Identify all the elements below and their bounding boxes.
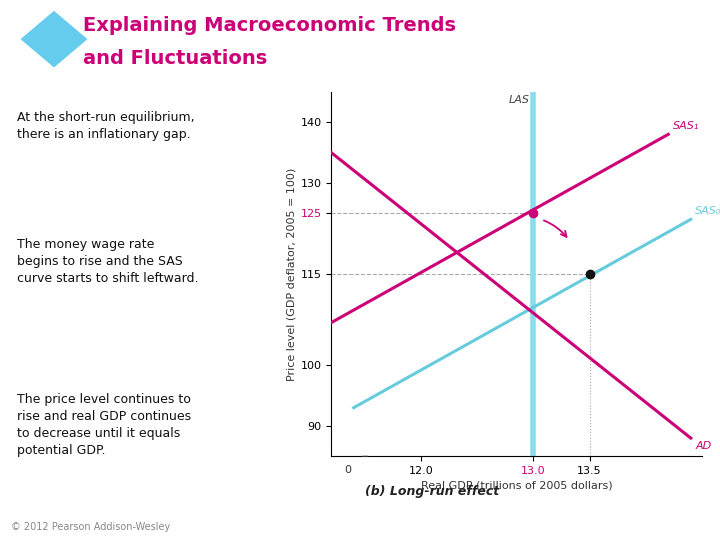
Text: © 2012 Pearson Addison-Wesley: © 2012 Pearson Addison-Wesley — [11, 522, 170, 532]
Text: LAS: LAS — [509, 95, 530, 105]
Text: Explaining Macroeconomic Trends: Explaining Macroeconomic Trends — [83, 16, 456, 35]
Text: At the short-run equilibrium,
there is an inflationary gap.: At the short-run equilibrium, there is a… — [17, 111, 194, 141]
Text: SAS₀: SAS₀ — [696, 206, 720, 217]
FancyBboxPatch shape — [667, 12, 683, 63]
FancyBboxPatch shape — [649, 30, 701, 45]
Text: and Fluctuations: and Fluctuations — [83, 49, 267, 68]
Text: The money wage rate
begins to rise and the SAS
curve starts to shift leftward.: The money wage rate begins to rise and t… — [17, 238, 199, 285]
Text: (b) Long-run effect: (b) Long-run effect — [365, 485, 499, 498]
Text: The price level continues to
rise and real GDP continues
to decrease until it eq: The price level continues to rise and re… — [17, 393, 191, 457]
Text: SAS₁: SAS₁ — [672, 122, 699, 131]
Text: 0: 0 — [345, 465, 351, 475]
Polygon shape — [22, 12, 86, 66]
Y-axis label: Price level (GDP deflator, 2005 = 100): Price level (GDP deflator, 2005 = 100) — [286, 167, 296, 381]
X-axis label: Real GDP (trillions of 2005 dollars): Real GDP (trillions of 2005 dollars) — [420, 480, 613, 490]
Text: AD: AD — [696, 441, 711, 451]
